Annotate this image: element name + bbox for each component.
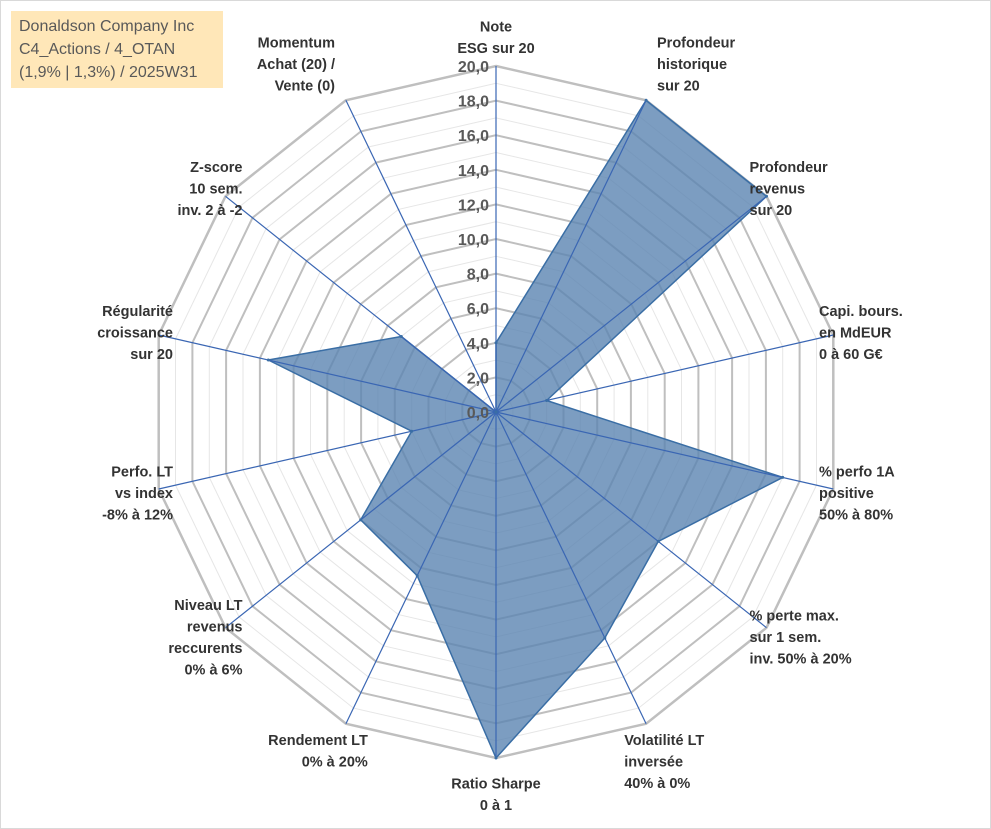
axis-label-line: historique [657,57,727,73]
axis-label-line: ESG sur 20 [457,41,534,57]
axis-label-line: Perfo. LT [111,464,173,480]
axis-label-line: Profondeur [657,36,735,52]
axis-label-line: 40% à 0% [624,776,690,792]
axis-label: Rendement LT 0% à 20% [268,733,368,771]
data-point [494,756,498,760]
data-point [644,98,648,102]
axis-label-line: 50% à 80% [819,507,893,523]
tick-label: 8,0 [467,267,489,284]
axis-label-line: en MdEUR [819,326,892,342]
axis-label: Ratio Sharpe 0 à 1 [451,777,540,815]
axis-label: Momentum Achat (20) / Vente (0) [257,36,335,95]
chart-title-line-1: Donaldson Company Inc [19,18,195,35]
data-point [359,518,363,522]
data-point [494,410,498,414]
axis-label-line: inv. 2 à -2 [177,203,242,219]
axis-label-line: % perfo 1A [819,464,895,480]
axis-label: % perfo 1A positive 50% à 80% [819,464,895,523]
axis-label-line: Niveau LT [174,598,242,614]
tick-label: 18,0 [458,94,489,111]
data-point [781,475,785,479]
data-point [399,335,403,338]
axis-spoke [158,411,497,490]
axis-label-line: 0 à 1 [480,798,512,814]
tick-label: 4,0 [467,336,489,353]
axis-spoke [345,100,497,413]
axis-label-line: Note [480,20,512,36]
tick-label: 0,0 [467,405,489,422]
data-point [415,574,419,578]
axis-label-line: inv. 50% à 20% [750,652,852,668]
axis-spoke [225,195,497,413]
axis-label: Régularité croissance sur 20 [97,304,173,363]
axis-label: Profondeur historique sur 20 [657,36,735,95]
axis-spoke [345,411,497,724]
axis-label: Capi. bours. en MdEUR 0 à 60 G€ [819,304,903,363]
tick-label: 6,0 [467,301,489,318]
axis-label-line: Ratio Sharpe [451,777,540,793]
axis-label-line: sur 20 [657,79,700,95]
axis-label-line: Achat (20) / [257,57,335,73]
axis-label-line: Rendement LT [268,733,368,749]
chart-title-box: Donaldson Company Inc C4_Actions / 4_OTA… [11,11,223,88]
axis-spoke [158,334,497,413]
axis-label-line: 10 sem. [189,181,242,197]
axis-label: Note ESG sur 20 [457,20,534,58]
axis-label-line: sur 1 sem. [750,630,822,646]
axis-label-line: Capi. bours. [819,304,903,320]
axis-label-line: positive [819,486,874,502]
tick-label: 12,0 [458,197,489,214]
axis-label-line: vs index [115,486,173,502]
axis-spoke [495,411,834,490]
chart-title-line-3: (1,9% | 1,3%) / 2025W31 [19,64,198,81]
axis-label-line: -8% à 12% [102,507,173,523]
data-point [266,358,270,362]
axis-label-line: revenus [187,620,243,636]
data-point [656,539,660,543]
axis-label-line: Z-score [190,160,242,176]
axis-label-line: inversée [624,754,683,770]
chart-title-line-2: C4_Actions / 4_OTAN [19,41,176,58]
tick-label: 20,0 [458,59,489,76]
axis-label-line: Vente (0) [275,79,336,95]
axis-label-line: 0 à 60 G€ [819,347,883,363]
axis-label-line: Volatilité LT [624,733,704,749]
axis-label-line: croissance [97,326,173,342]
axis-label-line: Régularité [102,304,173,320]
axis-label: % perte max. sur 1 sem. inv. 50% à 20% [750,609,852,668]
axis-spoke [495,411,647,724]
axis-spoke [495,334,834,413]
axis-label-line: reccurents [168,641,242,657]
data-series-area [267,99,784,759]
data-point [603,636,607,640]
tick-label: 14,0 [458,163,489,180]
tick-label: 16,0 [458,128,489,145]
axis-label: Volatilité LT inversée 40% à 0% [624,733,704,792]
axis-label: Niveau LT revenus reccurents 0% à 6% [168,598,242,679]
data-point [494,341,498,345]
axis-label-line: % perte max. [750,609,839,625]
axis-spoke [495,411,767,629]
axis-label-line: Profondeur [750,160,828,176]
axis-label-line: 0% à 6% [184,663,242,679]
axis-label-line: Momentum [258,36,335,52]
data-point [765,194,768,198]
axis-label: Z-score 10 sem. inv. 2 à -2 [177,160,242,219]
tick-label: 2,0 [467,370,489,387]
axis-spoke [495,100,647,413]
axis-label-line: revenus [750,181,806,197]
axis-label-line: 0% à 20% [302,754,368,770]
axis-label-line: sur 20 [750,203,793,219]
axis-label: Perfo. LT vs index -8% à 12% [102,464,173,523]
axis-label-line: sur 20 [130,347,173,363]
data-point [410,429,414,433]
data-point [545,399,549,402]
axis-label: Profondeur revenus sur 20 [750,160,828,219]
tick-label: 10,0 [458,232,489,249]
axis-spoke [495,195,767,413]
